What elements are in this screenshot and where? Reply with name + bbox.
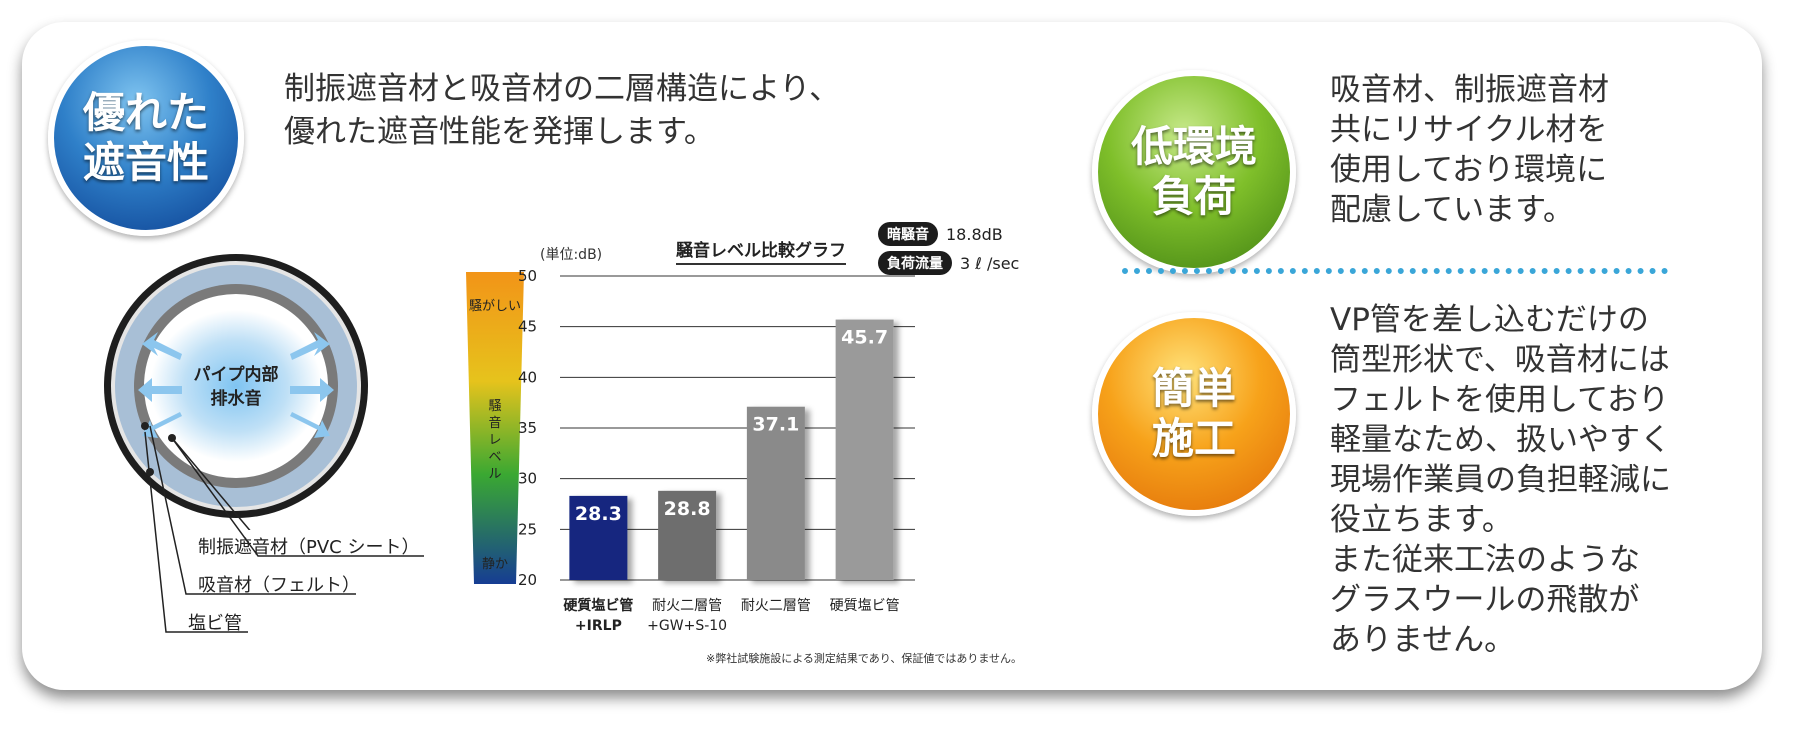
badge-sound-label: 優れた 遮音性 (82, 88, 209, 187)
y-tick-label: 35 (518, 419, 537, 437)
label-vibration-sheet: 制振遮音材（PVC シート） (198, 537, 420, 558)
flow-rate-info: 負荷流量 3 ℓ /sec (878, 251, 1019, 275)
sound-arrows (138, 332, 334, 438)
install-text: VP管を差し込むだけの 筒型形状で、吸音材には フェルトを使用しており 軽量なた… (1330, 302, 1671, 658)
y-tick-label: 40 (518, 368, 537, 386)
x-category-label: +GW+S-10 (647, 618, 727, 634)
x-category-label: 硬質塩ビ管 (563, 597, 633, 614)
scale-middle-label: 騒音レベル (488, 399, 501, 482)
bar (746, 406, 805, 580)
chart-unit: (単位:dB) (540, 247, 603, 263)
label-felt: 吸音材（フェルト） (198, 575, 360, 596)
x-category-label: 耐火二層管 (652, 598, 722, 614)
bar-value-label: 28.8 (664, 498, 711, 520)
scale-loud-label: 騒がしい (469, 299, 521, 314)
pipe-cross-section: パイプ内部 排水音 (104, 254, 368, 530)
pipe-center-label-2: 排水音 (211, 388, 262, 409)
y-tick-label: 20 (518, 571, 537, 589)
flow-rate-pill: 負荷流量 (878, 251, 952, 275)
scale-middle-char: 音 (488, 415, 501, 431)
pipe-center-label-1: パイプ内部 (194, 364, 279, 385)
bar (658, 490, 717, 580)
x-category-label: 耐火二層管 (741, 598, 811, 614)
bar-value-label: 28.3 (575, 503, 622, 525)
background-noise-value: 18.8dB (946, 224, 1003, 244)
badge-easy-label: 簡単 施工 (1151, 364, 1236, 463)
scale-middle-char: レ (488, 433, 501, 448)
background-noise-info: 暗騒音 18.8dB (878, 222, 1003, 246)
scale-quiet-label: 静か (482, 557, 508, 572)
noise-level-chart: 騒がしい 静か 騒音レベル 20 25 30 35 40 45 50 28.3 28.8 37.… (466, 268, 915, 634)
chart-title: 騒音レベル比較グラフ (676, 236, 846, 265)
flow-rate-value: 3 ℓ /sec (960, 253, 1020, 273)
x-category-label: +IRLP (575, 618, 622, 634)
y-tick-label: 50 (518, 268, 537, 285)
badge-easy-install: 簡単 施工 (1092, 312, 1296, 516)
y-tick-label: 45 (518, 318, 537, 336)
scale-middle-char: ベ (488, 450, 501, 465)
badge-eco: 低環境 負荷 (1092, 70, 1296, 274)
x-category-label: 硬質塩ビ管 (830, 598, 900, 614)
y-tick-label: 25 (518, 520, 537, 538)
bar (835, 319, 894, 580)
background-noise-pill: 暗騒音 (878, 222, 938, 246)
bar-value-label: 37.1 (752, 414, 799, 436)
bar (569, 495, 628, 580)
bar-value-label: 45.7 (841, 327, 888, 349)
chart-footnote: ※弊社試験施設による測定結果であり、保証値ではありません。 (706, 652, 1023, 665)
eco-text: 吸音材、制振遮音材 共にリサイクル材を 使用しており環境に 配慮しています。 (1330, 72, 1609, 228)
label-pvc-pipe: 塩ビ管 (188, 613, 242, 634)
scale-middle-char: 騒 (488, 399, 501, 414)
badge-eco-label: 低環境 負荷 (1130, 122, 1257, 221)
scale-middle-char: ル (488, 467, 501, 482)
noise-scale-bar (466, 272, 524, 584)
headline-text: 制振遮音材と吸音材の二層構造により、 優れた遮音性能を発揮します。 (284, 71, 841, 150)
dotted-divider (1122, 268, 1668, 274)
badge-sound-insulation: 優れた 遮音性 (48, 40, 244, 236)
y-tick-label: 30 (518, 470, 537, 488)
